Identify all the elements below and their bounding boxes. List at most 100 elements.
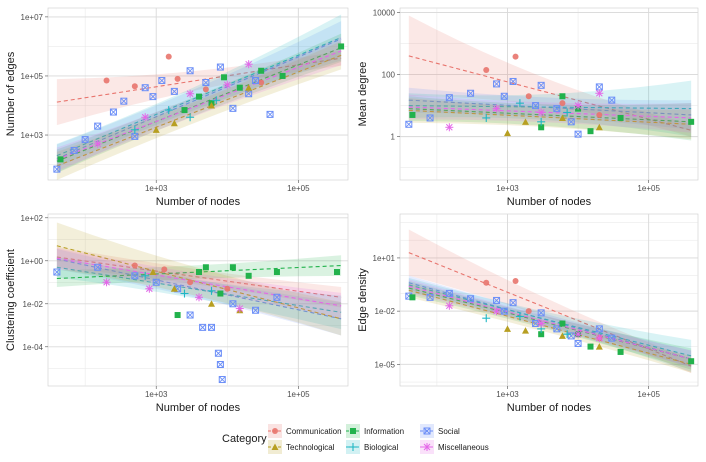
- x2: [553, 105, 561, 112]
- point-information: [338, 43, 345, 50]
- x2: [171, 88, 178, 95]
- point-social: [252, 306, 260, 314]
- point-social: [94, 122, 102, 130]
- point-social: [509, 299, 517, 307]
- box: [252, 306, 260, 314]
- point-miscellaneous: [537, 108, 546, 117]
- x2: [152, 278, 160, 286]
- box: [608, 96, 616, 104]
- point-social: [158, 77, 166, 85]
- point-biological: [482, 314, 491, 323]
- box: [509, 77, 517, 85]
- confidence-band-information: [56, 33, 342, 173]
- x2: [446, 94, 453, 102]
- legend-label-miscellaneous: Miscellaneous: [438, 443, 489, 452]
- box: [53, 268, 61, 276]
- box: [574, 130, 582, 138]
- x2: [141, 84, 149, 92]
- x2: [553, 325, 561, 333]
- point-information: [409, 111, 416, 118]
- point-social: [273, 293, 281, 301]
- panel-1: 1e+03 1e+05 1e+03 1e+05 1e+07 Number of nodes…: [5, 7, 349, 208]
- point-miscellaneous: [574, 330, 583, 339]
- box: [445, 94, 453, 102]
- s4: [195, 293, 203, 301]
- s4: [103, 278, 110, 286]
- point-miscellaneous: [223, 80, 232, 89]
- point-communication: [512, 278, 519, 285]
- point-communication: [103, 77, 110, 84]
- point-social: [423, 427, 431, 435]
- point-communication: [596, 111, 603, 118]
- y-tick-label: 1e-04: [23, 343, 44, 352]
- legend-title: Category: [222, 433, 267, 445]
- legend-key-biological: [346, 440, 360, 454]
- point-communication: [525, 308, 532, 315]
- confidence-band-communication: [408, 15, 692, 137]
- point-technological: [208, 300, 216, 307]
- point-social: [500, 307, 508, 315]
- point-information: [538, 124, 545, 131]
- box: [53, 165, 61, 173]
- x2: [53, 165, 61, 173]
- x2: [186, 67, 194, 75]
- x2: [574, 130, 582, 138]
- box: [595, 325, 603, 333]
- plot-area: [405, 229, 695, 374]
- point-social: [445, 289, 453, 297]
- point-social: [94, 263, 102, 271]
- s4: [145, 285, 153, 293]
- x-axis-label: Number of nodes: [507, 196, 592, 208]
- point-miscellaneous: [492, 307, 501, 316]
- x2: [509, 299, 517, 306]
- point-social: [218, 376, 226, 384]
- point-biological: [515, 312, 524, 321]
- point-biological: [141, 271, 150, 280]
- trend-line-biological: [408, 105, 692, 110]
- point-information: [617, 348, 624, 355]
- confidence-band-miscellaneous: [56, 36, 342, 172]
- point-social: [574, 130, 582, 138]
- point-social: [70, 146, 78, 154]
- plot-area: [53, 222, 342, 384]
- legend-key-miscellaneous: [420, 440, 434, 454]
- plot-area: [405, 15, 695, 141]
- point-biological: [130, 125, 139, 134]
- point-social: [405, 120, 413, 128]
- x2: [215, 349, 222, 357]
- y-tick-label: 1e+01: [373, 254, 396, 263]
- box: [70, 146, 78, 154]
- confidence-band-social: [408, 275, 692, 368]
- trend-line-miscellaneous: [56, 50, 342, 160]
- trend-line-information: [408, 108, 692, 123]
- x2: [405, 292, 413, 300]
- confidence-band-biological: [408, 277, 692, 372]
- point-technological: [245, 84, 253, 91]
- trend-line-communication: [408, 252, 692, 367]
- point-information: [236, 84, 243, 91]
- x2: [537, 82, 545, 89]
- point-social: [500, 92, 508, 100]
- point-social: [574, 339, 582, 347]
- point-social: [202, 79, 210, 87]
- x-tick-label: 1e+03: [496, 184, 519, 193]
- point-information: [174, 312, 181, 319]
- point-miscellaneous: [93, 139, 102, 148]
- y-tick-label: 1e-05: [375, 360, 396, 369]
- legend-key-information: [346, 424, 360, 438]
- box: [500, 92, 508, 100]
- point-biological: [563, 108, 572, 117]
- x2: [423, 427, 431, 435]
- point-social: [53, 165, 61, 173]
- point-social: [467, 295, 475, 303]
- box: [94, 122, 102, 130]
- point-social: [141, 84, 149, 92]
- point-biological: [186, 113, 195, 122]
- box: [553, 325, 561, 333]
- s4: [574, 330, 582, 338]
- point-social: [152, 278, 160, 286]
- point-social: [595, 325, 603, 333]
- s4: [445, 302, 453, 310]
- x-tick-label: 1e+03: [496, 390, 519, 399]
- point-biological: [207, 286, 216, 295]
